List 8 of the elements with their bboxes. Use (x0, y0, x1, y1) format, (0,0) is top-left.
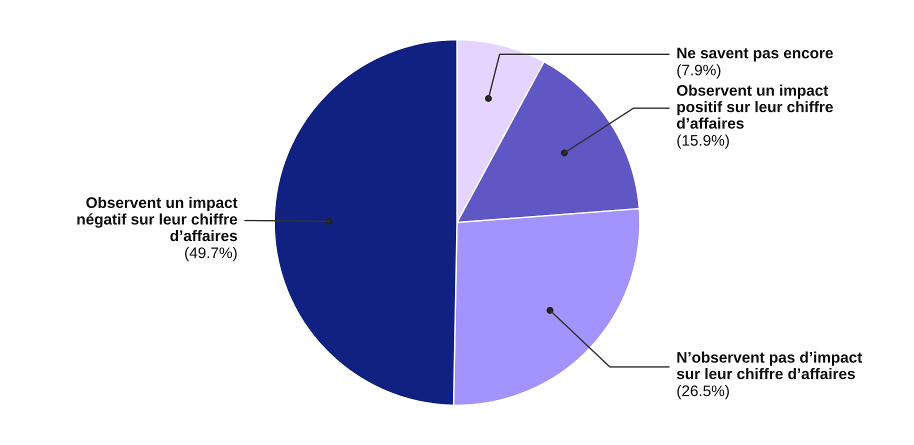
data-label: (15.9%) (677, 134, 729, 149)
data-label: (26.5%) (677, 385, 729, 400)
data-label: (49.7%) (185, 246, 237, 262)
slice-label: N’observent pas d’impact sur leur chiffre d’affaires (676, 352, 862, 380)
slice-label: Observent un impact négatif sur leur chiffre d’affaires (77, 196, 238, 242)
slice-label: Ne savent pas encore (677, 48, 833, 62)
data-label: (7.9%) (677, 64, 720, 78)
slice-label: Observent un impact positif sur leur chiffre d’affaires (676, 84, 833, 129)
